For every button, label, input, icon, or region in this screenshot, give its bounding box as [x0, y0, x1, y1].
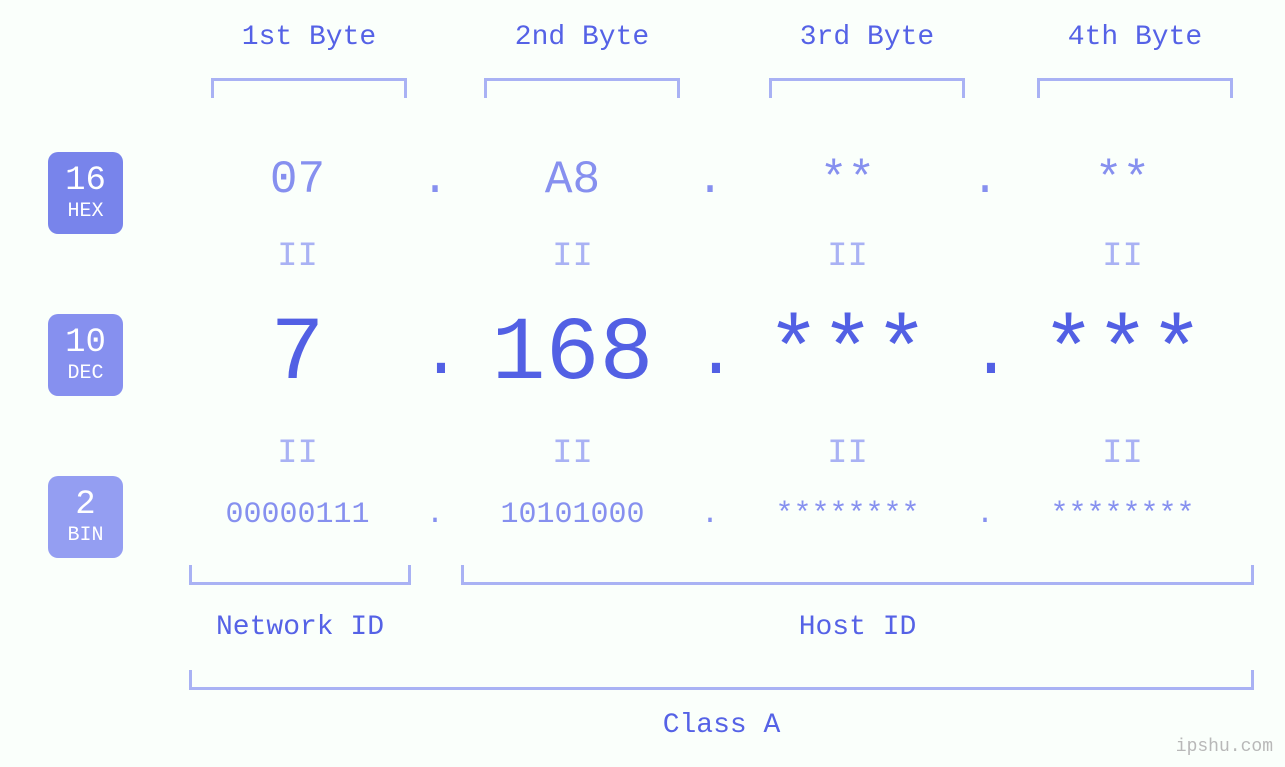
eq-mark: II	[175, 435, 420, 473]
row-hex: 07 . A8 . ** . **	[175, 150, 1245, 210]
bin-dot-2: .	[695, 498, 725, 532]
watermark: ipshu.com	[1176, 737, 1273, 757]
label-network-id: Network ID	[189, 612, 411, 643]
hex-byte-4: **	[1000, 154, 1245, 206]
bracket-top-4	[1037, 78, 1233, 98]
dec-dot-1: .	[420, 316, 450, 395]
dec-byte-4: ***	[1000, 304, 1245, 406]
bin-byte-2: 10101000	[450, 498, 695, 532]
dec-byte-3: ***	[725, 304, 970, 406]
eq-mark: II	[725, 238, 970, 276]
badge-bin-label: BIN	[67, 524, 103, 547]
hex-dot-3: .	[970, 154, 1000, 206]
badge-dec-label: DEC	[67, 362, 103, 385]
badge-bin: 2 BIN	[48, 476, 123, 558]
row-bin: 00000111 . 10101000 . ******** . *******…	[175, 490, 1245, 540]
badge-hex-num: 16	[65, 164, 106, 198]
eq-mark: II	[175, 238, 420, 276]
eq-mark: II	[725, 435, 970, 473]
badge-hex-label: HEX	[67, 200, 103, 223]
bin-byte-4: ********	[1000, 498, 1245, 532]
badge-bin-num: 2	[75, 488, 95, 522]
dec-dot-2: .	[695, 316, 725, 395]
byte-header-4: 4th Byte	[1035, 22, 1235, 53]
dec-byte-1: 7	[175, 304, 420, 406]
badge-hex: 16 HEX	[48, 152, 123, 234]
eq-mark: II	[1000, 238, 1245, 276]
bracket-host	[461, 565, 1254, 585]
bin-dot-3: .	[970, 498, 1000, 532]
bracket-class	[189, 670, 1254, 690]
byte-header-3: 3rd Byte	[767, 22, 967, 53]
badge-dec: 10 DEC	[48, 314, 123, 396]
byte-header-1: 1st Byte	[209, 22, 409, 53]
badge-dec-num: 10	[65, 326, 106, 360]
bin-byte-1: 00000111	[175, 498, 420, 532]
equals-row-1: II II II II	[175, 238, 1245, 276]
hex-dot-1: .	[420, 154, 450, 206]
bracket-top-2	[484, 78, 680, 98]
hex-dot-2: .	[695, 154, 725, 206]
hex-byte-2: A8	[450, 154, 695, 206]
bracket-top-3	[769, 78, 965, 98]
row-dec: 7 . 168 . *** . ***	[175, 310, 1245, 400]
bin-byte-3: ********	[725, 498, 970, 532]
hex-byte-1: 07	[175, 154, 420, 206]
ip-diagram: 1st Byte 2nd Byte 3rd Byte 4th Byte 16 H…	[0, 0, 1285, 767]
label-class: Class A	[189, 710, 1254, 741]
bracket-top-1	[211, 78, 407, 98]
hex-byte-3: **	[725, 154, 970, 206]
label-host-id: Host ID	[461, 612, 1254, 643]
dec-byte-2: 168	[450, 304, 695, 406]
byte-header-2: 2nd Byte	[482, 22, 682, 53]
equals-row-2: II II II II	[175, 435, 1245, 473]
bracket-network	[189, 565, 411, 585]
eq-mark: II	[450, 435, 695, 473]
bin-dot-1: .	[420, 498, 450, 532]
eq-mark: II	[450, 238, 695, 276]
eq-mark: II	[1000, 435, 1245, 473]
dec-dot-3: .	[970, 316, 1000, 395]
